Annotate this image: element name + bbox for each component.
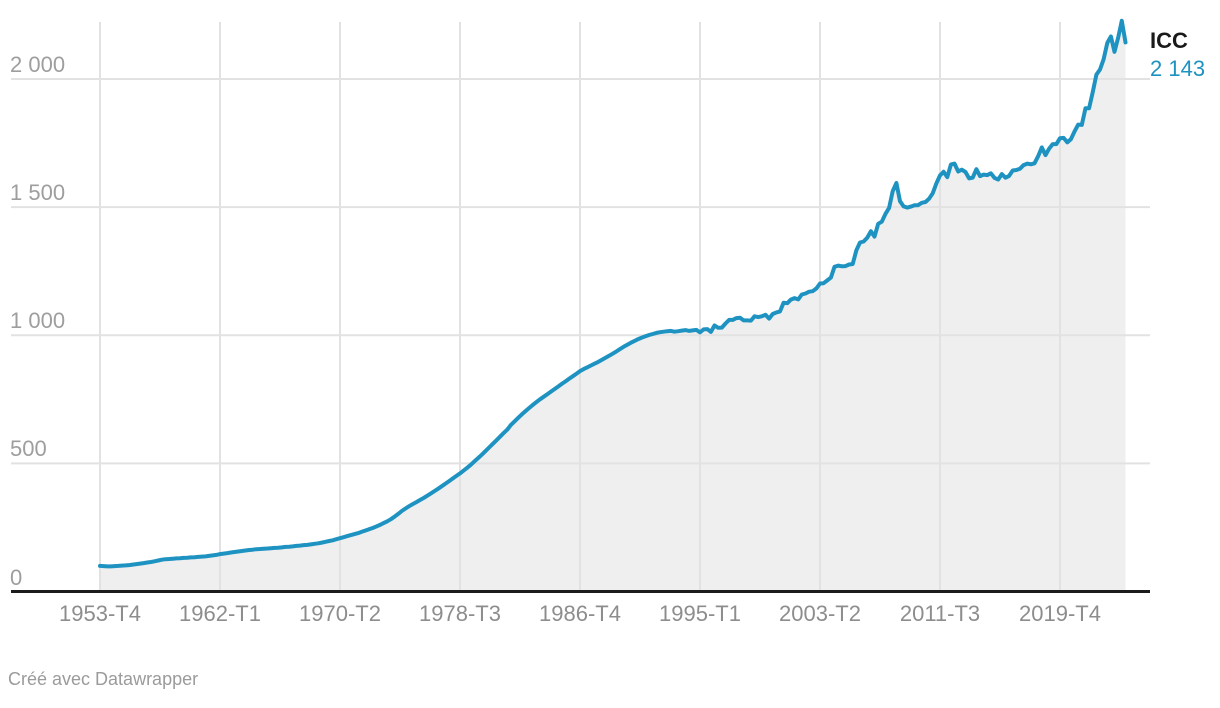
- x-tick-label: 1962-T1: [179, 601, 261, 626]
- icc-data-line: [98, 18, 1128, 569]
- line-chart: [11, 18, 1150, 593]
- y-tick-label: 1 000: [10, 308, 66, 334]
- attribution-footer: Créé avec Datawrapper: [8, 667, 198, 691]
- area-fill: [100, 20, 1126, 592]
- x-tick-label: 1995-T1: [659, 601, 741, 626]
- x-tick-label: 1970-T2: [299, 601, 381, 626]
- x-tick-label: 2011-T3: [899, 601, 981, 626]
- y-tick-label: 0: [10, 564, 23, 590]
- x-tick-label: 1953-T4: [59, 601, 141, 626]
- y-tick-label: 1 500: [10, 180, 66, 206]
- x-tick-label: 2019-T4: [1019, 601, 1101, 626]
- series-last-value: 2 143: [1150, 56, 1206, 81]
- y-tick-label: 500: [10, 436, 47, 462]
- y-tick-label: 2 000: [10, 52, 66, 77]
- x-tick-label: 1978-T3: [419, 601, 501, 626]
- attribution-brand-link[interactable]: Datawrapper: [95, 669, 199, 689]
- x-tick-label: 2003-T2: [779, 601, 861, 626]
- series-label: ICC: [1150, 28, 1188, 53]
- attribution-prefix: Créé avec: [8, 669, 96, 689]
- x-tick-label: 1986-T4: [539, 601, 621, 626]
